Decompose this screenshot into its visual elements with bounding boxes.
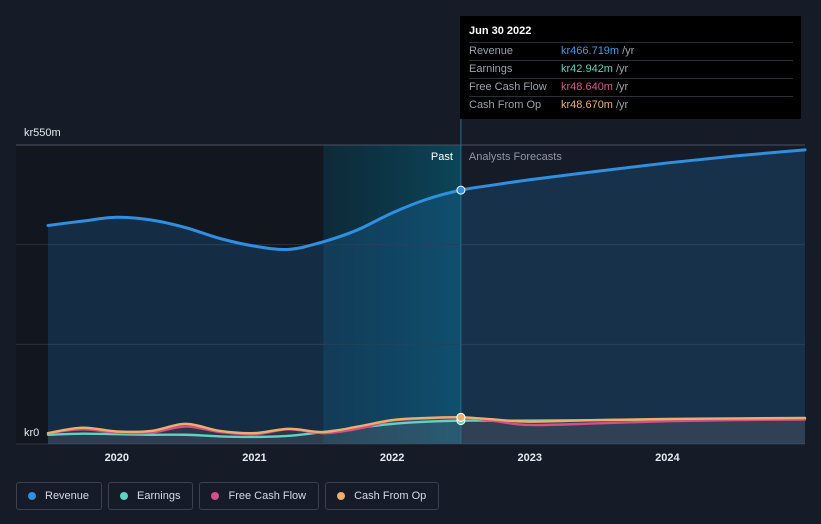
x-tick-label: 2022 xyxy=(380,452,404,464)
tooltip-label: Earnings xyxy=(469,63,513,75)
tooltip-unit: /yr xyxy=(622,45,635,57)
y-axis-min-label: kr0 xyxy=(24,427,39,439)
legend-item-cash-from-op[interactable]: Cash From Op xyxy=(325,482,440,510)
legend-item-revenue[interactable]: Revenue xyxy=(16,482,103,510)
legend-label: Revenue xyxy=(45,490,90,502)
x-tick-label: 2024 xyxy=(655,452,680,464)
tooltip: Jun 30 2022 Revenue kr466.719m /yr Earni… xyxy=(460,16,801,119)
marker-revenue xyxy=(456,185,466,195)
tooltip-unit: /yr xyxy=(615,81,629,93)
tooltip-row-revenue: Revenue kr466.719m /yr xyxy=(469,42,793,60)
line-revenue xyxy=(46,148,807,252)
x-tick-label: 2023 xyxy=(517,452,541,464)
legend-item-free-cash-flow[interactable]: Free Cash Flow xyxy=(199,482,320,510)
series-lines xyxy=(46,148,807,439)
x-tick-label: 2021 xyxy=(242,452,266,464)
legend-dot-icon xyxy=(211,492,220,500)
x-axis-ticks: 2020 2021 2022 2023 2024 xyxy=(105,452,681,464)
tooltip-row-free-cash-flow: Free Cash Flow kr48.640m /yr xyxy=(469,78,793,96)
tooltip-value: kr466.719m xyxy=(561,45,620,57)
tooltip-date: Jun 30 2022 xyxy=(469,25,532,37)
legend-dot-icon xyxy=(28,492,36,500)
line-cash-from-op xyxy=(46,416,807,435)
legend: Revenue Earnings Free Cash Flow Cash Fro… xyxy=(16,482,445,510)
x-tick-label: 2020 xyxy=(105,452,129,464)
tooltip-label: Cash From Op xyxy=(469,99,542,111)
legend-item-earnings[interactable]: Earnings xyxy=(108,482,194,510)
legend-label: Earnings xyxy=(137,490,181,502)
tooltip-value: kr48.640m xyxy=(561,81,613,93)
legend-label: Free Cash Flow xyxy=(228,490,307,502)
marker-cash-from-op xyxy=(456,412,466,422)
legend-label: Cash From Op xyxy=(354,490,427,502)
line-free-cash-flow xyxy=(46,416,807,436)
past-label: Past xyxy=(431,151,453,163)
area-revenue xyxy=(48,149,805,444)
tooltip-value: kr42.942m xyxy=(561,63,613,75)
tooltip-value: kr48.670m xyxy=(561,99,613,111)
legend-dot-icon xyxy=(337,492,346,500)
hover-markers xyxy=(456,185,466,426)
gridlines xyxy=(16,144,805,445)
y-axis-max-label: kr550m xyxy=(24,127,61,139)
tooltip-label: Free Cash Flow xyxy=(469,81,547,93)
tooltip-row-cash-from-op: Cash From Op kr48.670m /yr xyxy=(469,96,793,114)
tooltip-unit: /yr xyxy=(615,63,629,75)
tooltip-row-earnings: Earnings kr42.942m /yr xyxy=(469,60,793,78)
tooltip-unit: /yr xyxy=(615,99,629,111)
tooltip-label: Revenue xyxy=(469,45,514,57)
forecast-label: Analysts Forecasts xyxy=(469,151,562,163)
legend-dot-icon xyxy=(120,492,129,500)
